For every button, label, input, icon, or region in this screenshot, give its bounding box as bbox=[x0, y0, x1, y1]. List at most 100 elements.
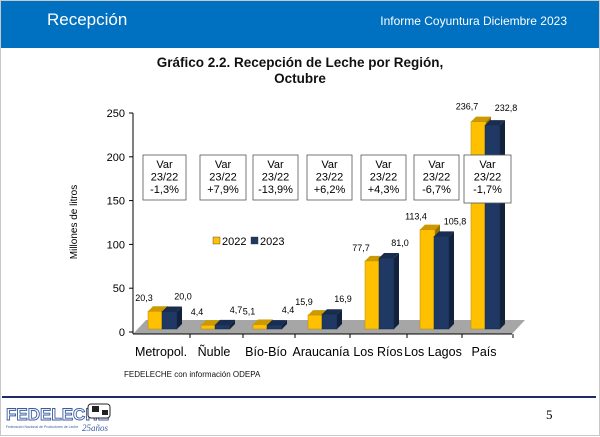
data-label: 81,0 bbox=[391, 238, 409, 248]
bar-2023 bbox=[214, 324, 231, 330]
data-label: 4,7 bbox=[230, 305, 243, 315]
variation-text: 23/22 bbox=[262, 172, 290, 184]
bar-side bbox=[449, 231, 454, 329]
bar-top bbox=[148, 306, 168, 312]
legend-label: 2023 bbox=[260, 236, 284, 248]
y-axis-label: Millones de litros bbox=[69, 185, 80, 259]
bar-top bbox=[267, 320, 287, 326]
variation-text: 23/22 bbox=[151, 172, 179, 184]
page-number: 5 bbox=[546, 407, 553, 422]
bar-top bbox=[420, 224, 440, 230]
bar-2023 bbox=[433, 236, 450, 330]
bar-2022 bbox=[470, 121, 487, 330]
bar-top bbox=[434, 231, 454, 237]
variation-text: +4,3% bbox=[368, 184, 400, 196]
data-label: 15,9 bbox=[295, 297, 313, 307]
bar-2022 bbox=[419, 229, 436, 330]
x-tick-label: Ñuble bbox=[198, 345, 231, 359]
bar-2023 bbox=[161, 311, 178, 330]
header-bar: Recepción Informe Coyuntura Diciembre 20… bbox=[1, 1, 599, 48]
variation-text: -1,3% bbox=[150, 184, 179, 196]
chart-title-line2: Octubre bbox=[274, 71, 326, 86]
footer-divider bbox=[2, 396, 596, 398]
x-tick-label: Los Lagos bbox=[404, 345, 462, 359]
variation-text: Var bbox=[321, 159, 338, 171]
bar-2022 bbox=[147, 310, 164, 330]
variation-text: Var bbox=[479, 159, 496, 171]
bar-side bbox=[337, 309, 342, 329]
data-label: 20,3 bbox=[135, 293, 153, 303]
y-tick-label: 50 bbox=[113, 283, 125, 295]
bar-side bbox=[177, 306, 182, 329]
bar-2023 bbox=[321, 313, 338, 330]
variation-text: -1,7% bbox=[473, 184, 502, 196]
legend-label: 2022 bbox=[222, 236, 246, 248]
bar-2022 bbox=[307, 314, 324, 330]
variation-text: -13,9% bbox=[258, 184, 293, 196]
data-label: 113,4 bbox=[405, 212, 427, 222]
source-note: FEDELECHE con información ODEPA bbox=[124, 370, 261, 379]
bar-top bbox=[379, 253, 399, 259]
bar-2022 bbox=[200, 324, 217, 330]
data-label: 236,7 bbox=[456, 102, 479, 112]
legend-swatch-2022 bbox=[212, 236, 221, 245]
variation-box bbox=[306, 154, 353, 201]
data-label: 4,4 bbox=[282, 305, 295, 315]
x-tick-label: Bío-Bío bbox=[245, 345, 287, 359]
variation-text: 23/22 bbox=[423, 172, 451, 184]
bar-top bbox=[162, 306, 182, 312]
variation-text: 23/22 bbox=[209, 172, 237, 184]
variation-text: Var bbox=[267, 159, 284, 171]
bar-2023 bbox=[266, 324, 283, 330]
variation-text: +7,9% bbox=[207, 184, 239, 196]
bar-2023 bbox=[378, 257, 395, 330]
data-label: 232,8 bbox=[495, 103, 518, 113]
y-tick-label: 150 bbox=[107, 196, 125, 208]
bar-side bbox=[394, 253, 399, 329]
variation-text: Var bbox=[375, 159, 392, 171]
variation-box bbox=[463, 154, 512, 204]
variation-text: Var bbox=[215, 159, 232, 171]
data-label: 105,8 bbox=[444, 216, 467, 226]
x-tick-label: Araucanía bbox=[293, 345, 350, 359]
svg-text:Federación Nacional de Product: Federación Nacional de Productores de Le… bbox=[6, 425, 78, 429]
data-label: 5,1 bbox=[243, 307, 256, 317]
y-tick-label: 250 bbox=[107, 108, 125, 120]
report-title: Informe Coyuntura Diciembre 2023 bbox=[380, 14, 567, 28]
variation-box bbox=[142, 154, 187, 201]
variation-text: 23/22 bbox=[316, 172, 344, 184]
x-tick-label: Metropol. bbox=[135, 345, 187, 359]
bar-side bbox=[500, 120, 505, 329]
data-label: 77,7 bbox=[352, 243, 370, 253]
svg-text:25años: 25años bbox=[82, 423, 109, 432]
data-label: 16,9 bbox=[334, 294, 352, 304]
variation-text: 23/22 bbox=[474, 172, 502, 184]
y-tick-label: 100 bbox=[107, 239, 125, 251]
bar-2022 bbox=[252, 324, 269, 330]
section-title: Recepción bbox=[47, 10, 128, 29]
x-tick-label: País bbox=[471, 345, 496, 359]
bar-side bbox=[282, 320, 287, 329]
variation-box bbox=[199, 154, 247, 201]
svg-text:FEDELECHE: FEDELECHE bbox=[6, 405, 109, 424]
fedeleche-logo: FEDELECHE Federación Nacional de Product… bbox=[6, 402, 116, 437]
bar-2022 bbox=[364, 260, 381, 330]
variation-text: Var bbox=[428, 159, 445, 171]
legend-swatch-2023 bbox=[250, 236, 259, 245]
x-tick-label: Los Ríos bbox=[353, 345, 402, 359]
bar-side bbox=[230, 319, 235, 329]
variation-text: Var bbox=[156, 159, 173, 171]
bar-top bbox=[215, 319, 235, 325]
bar-top bbox=[485, 120, 505, 126]
bar-top bbox=[253, 319, 273, 325]
variation-text: 23/22 bbox=[370, 172, 398, 184]
variation-box bbox=[360, 154, 407, 201]
data-label: 4,4 bbox=[191, 307, 204, 317]
variation-box bbox=[252, 154, 299, 201]
variation-text: -6,7% bbox=[422, 184, 451, 196]
variation-text: +6,2% bbox=[314, 184, 346, 196]
variation-box bbox=[413, 154, 460, 201]
data-label: 20,0 bbox=[174, 291, 192, 301]
bar-top bbox=[322, 309, 342, 315]
